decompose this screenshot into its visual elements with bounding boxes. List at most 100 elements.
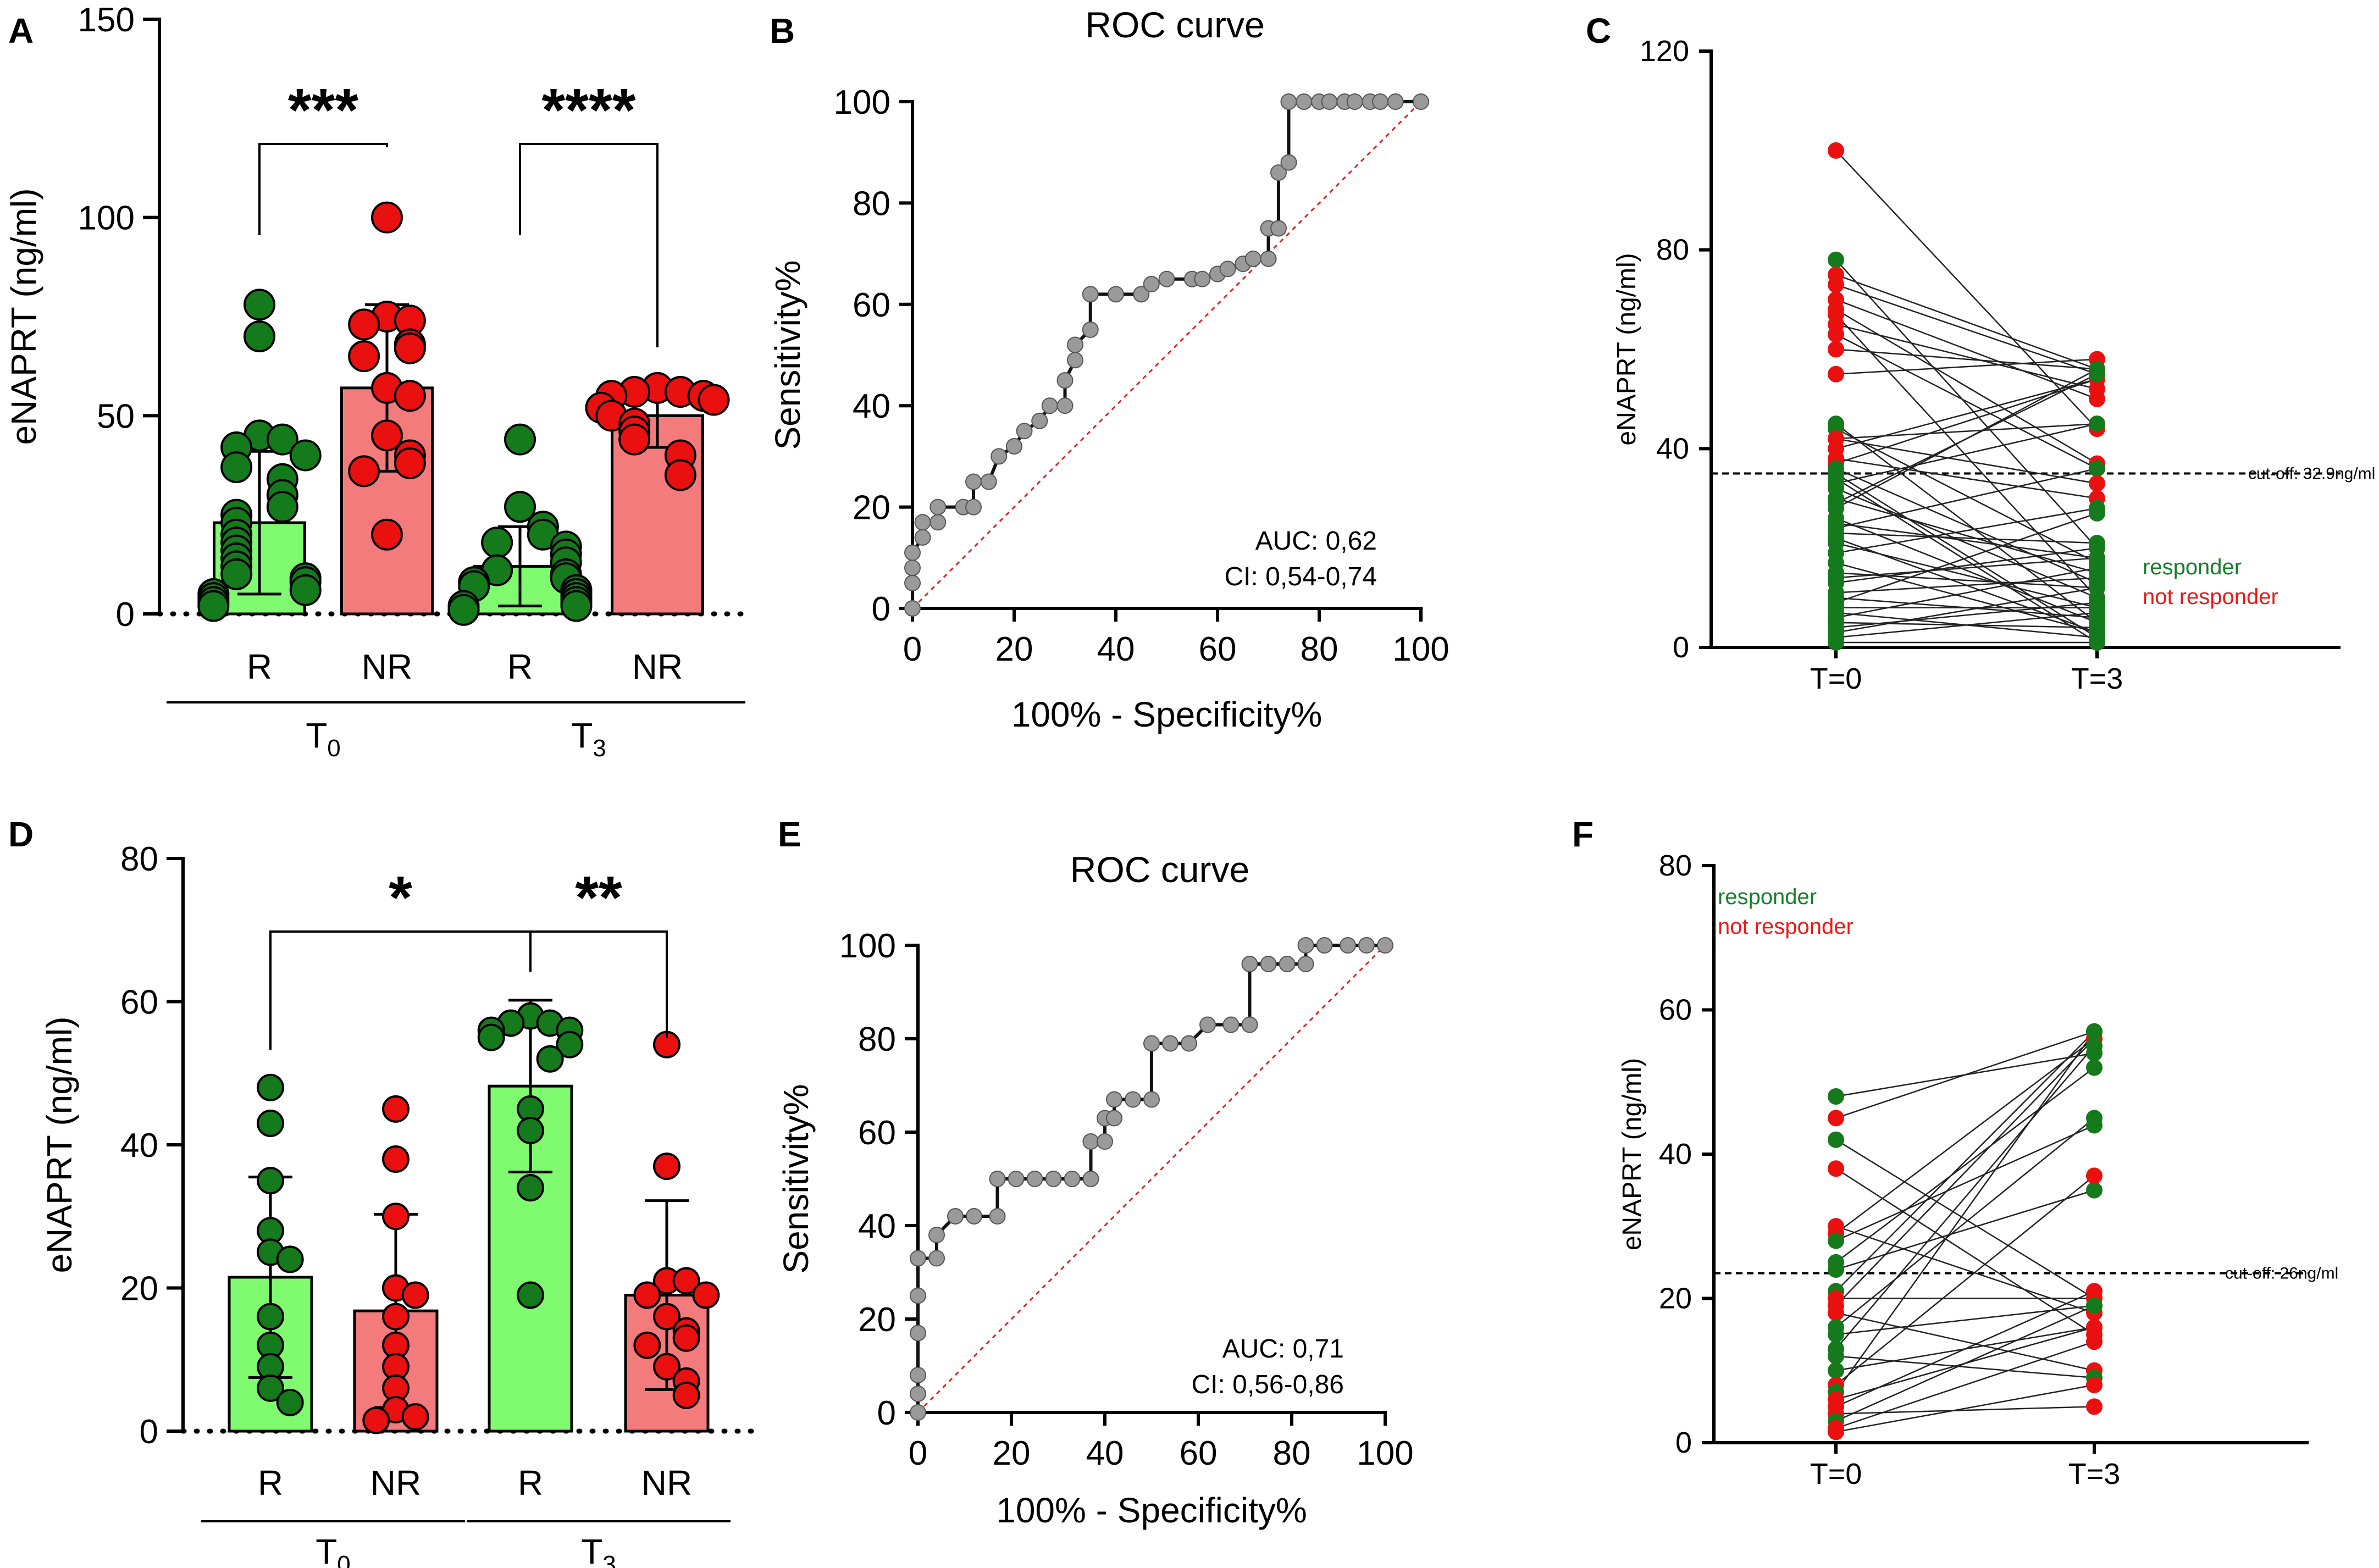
- roc-point: [1270, 220, 1287, 237]
- pair-line: [1835, 1168, 2095, 1336]
- roc-point: [910, 1404, 926, 1421]
- point-t3: [2089, 415, 2105, 433]
- pair-line: [1835, 259, 2098, 549]
- group-label-main: T: [581, 1532, 602, 1568]
- point-t3: [2086, 1398, 2103, 1415]
- significance-bracket: [258, 143, 388, 235]
- roc-point: [947, 1208, 964, 1225]
- roc-point: [1064, 1171, 1081, 1187]
- point-t3: [2089, 574, 2105, 591]
- pair-line: [1835, 1189, 2095, 1271]
- pair-line: [1835, 428, 2098, 564]
- point-t3: [2089, 599, 2105, 616]
- pair-line: [1835, 587, 2098, 634]
- y-tick-label: 20: [853, 489, 890, 527]
- roc-point: [989, 1171, 1006, 1187]
- pair-line: [1835, 522, 2098, 559]
- roc-point: [1222, 1016, 1240, 1033]
- y-tick-label: 60: [1659, 994, 1692, 1027]
- y-tick-label: 0: [1675, 1426, 1692, 1459]
- pair-line: [1835, 567, 2098, 618]
- point-t0: [1828, 430, 1844, 447]
- group-label-sub: 0: [327, 735, 340, 762]
- y-tick-label: 20: [1659, 1282, 1692, 1315]
- point-t0: [1828, 530, 1844, 547]
- roc-point: [928, 1250, 945, 1267]
- roc-point: [1143, 1035, 1160, 1052]
- pair-line: [1835, 1067, 2095, 1263]
- point-t0: [1828, 1088, 1844, 1105]
- data-point: [382, 1095, 410, 1123]
- roc-point: [1280, 154, 1297, 171]
- pair-line: [1835, 1305, 2095, 1422]
- y-axis-label: eNAPRT (ng/ml): [40, 1016, 79, 1273]
- pair-line: [1835, 314, 2098, 599]
- roc-point: [1041, 397, 1058, 414]
- pair-line: [1835, 284, 2098, 375]
- pair-line: [1835, 602, 2098, 629]
- roc-point: [1125, 1091, 1141, 1108]
- point-t3: [2086, 1297, 2103, 1314]
- cutoff-label: cut-off: 32.9ng/ml: [2248, 465, 2375, 483]
- roc-point: [1158, 270, 1175, 287]
- x-tick-label: 20: [995, 630, 1033, 668]
- data-point: [401, 1403, 429, 1431]
- data-point: [653, 1303, 680, 1331]
- data-point: [517, 1116, 544, 1144]
- point-t3: [2086, 1319, 2103, 1336]
- data-point: [477, 1023, 505, 1051]
- point-t3: [2086, 1182, 2103, 1199]
- legend-responder: responder: [2143, 555, 2242, 579]
- roc-point: [1082, 286, 1099, 303]
- group-label: T3: [581, 1532, 616, 1568]
- data-point: [266, 491, 298, 523]
- roc-point: [1270, 164, 1287, 181]
- data-point: [348, 340, 380, 373]
- data-point: [536, 1045, 564, 1073]
- y-tick-label: 80: [853, 185, 890, 223]
- roc-point: [1097, 1133, 1113, 1150]
- roc-point: [1067, 352, 1083, 369]
- y-tick-label: 100: [839, 927, 896, 965]
- roc-point: [1056, 372, 1074, 389]
- y-tick-label: 60: [858, 1114, 896, 1152]
- pair-line: [1835, 468, 2098, 584]
- pair-line: [1835, 1124, 2095, 1242]
- point-t0: [1828, 599, 1844, 616]
- data-point: [692, 1281, 720, 1309]
- pair-line: [1835, 423, 2098, 484]
- group-label-main: T: [316, 1532, 337, 1568]
- roc-point: [1181, 1035, 1197, 1052]
- auc-annotation: AUC: 0,71: [1222, 1334, 1344, 1364]
- roc-point: [1260, 250, 1277, 267]
- roc-point: [1340, 937, 1356, 954]
- data-point: [197, 590, 230, 622]
- roc-point: [1377, 937, 1393, 954]
- roc-point: [904, 574, 921, 591]
- pair-line: [1835, 1175, 2095, 1386]
- y-tick-label: 60: [120, 984, 158, 1022]
- pair-line: [1835, 1305, 2095, 1336]
- pair-line: [1835, 512, 2098, 603]
- data-point: [447, 594, 480, 626]
- data-point: [394, 447, 426, 479]
- pair-line: [1835, 1406, 2095, 1415]
- y-tick-label: 80: [120, 840, 158, 878]
- data-point: [382, 1303, 410, 1331]
- ci-annotation: CI: 0,54-0,74: [1225, 562, 1377, 591]
- y-tick-label: 60: [853, 286, 890, 324]
- group-label-sub: 3: [593, 735, 606, 762]
- significance-stars: ****: [541, 76, 635, 144]
- pair-line: [1835, 1038, 2095, 1306]
- roc-point: [965, 473, 982, 490]
- roc-point: [991, 448, 1008, 465]
- pair-line: [1835, 1355, 2095, 1379]
- bar-r: [488, 1084, 573, 1433]
- roc-point: [1413, 93, 1429, 110]
- panel-label-A: A: [8, 11, 34, 51]
- pair-line: [1835, 373, 2098, 504]
- point-t3: [2086, 1167, 2103, 1184]
- data-point: [556, 1030, 584, 1059]
